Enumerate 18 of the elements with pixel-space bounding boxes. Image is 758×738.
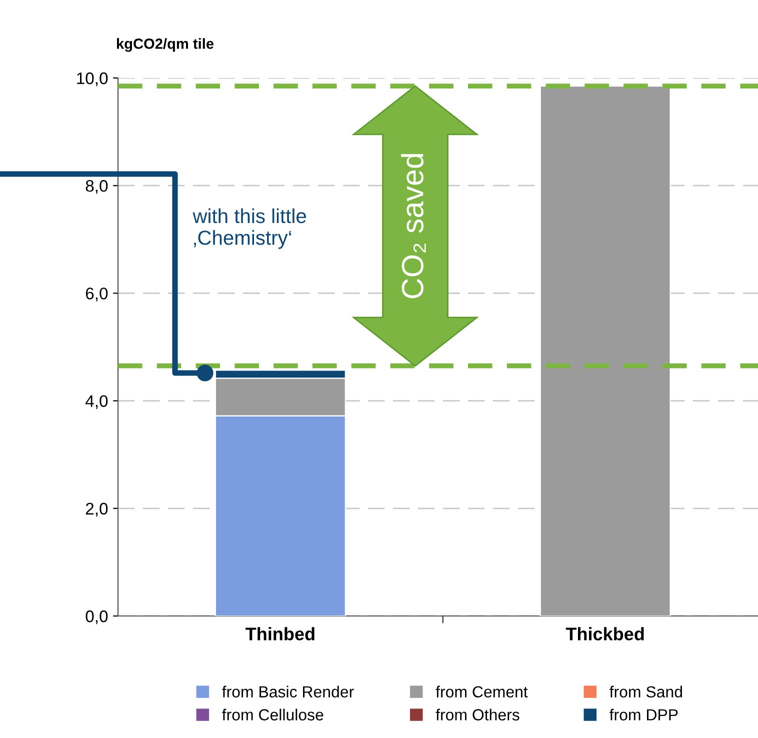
y-tick-label: 2,0 — [86, 502, 108, 517]
legend-label: from DPP — [610, 708, 678, 720]
x-tick-label: Thickbed — [566, 627, 644, 640]
annotation: CO₂ saved — [401, 154, 426, 298]
legend-label: from Others — [436, 708, 520, 720]
legend-label: from Cellulose — [222, 708, 324, 720]
y-tick-label: 10,0 — [77, 72, 108, 86]
y-axis-title: kgCO2/qm tile — [116, 38, 214, 52]
y-tick-label: 6,0 — [86, 288, 108, 302]
legend-label: from Sand — [610, 686, 682, 698]
y-tick-label: 8,0 — [86, 180, 108, 194]
annotation: with this little ‚Chemistry‘ — [192, 208, 306, 249]
legend-label: from Basic Render — [222, 686, 354, 698]
y-tick-label: 0,0 — [86, 610, 108, 624]
x-tick-label: Thinbed — [246, 627, 314, 640]
y-tick-label: 4,0 — [85, 395, 108, 409]
bar — [540, 86, 671, 616]
legend-label: from Cement — [436, 686, 528, 698]
